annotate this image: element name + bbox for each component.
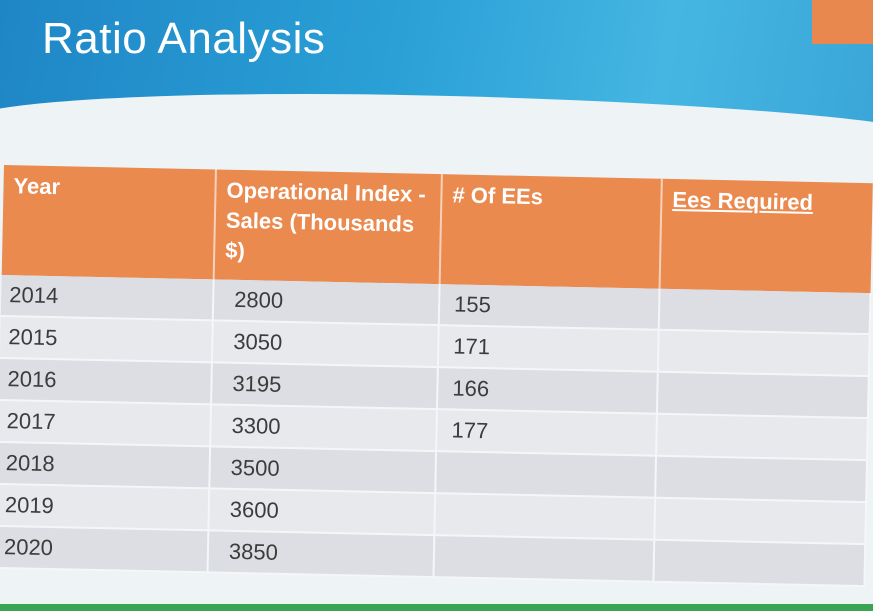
cell-year: 2015 — [0, 315, 213, 363]
cell-ees: 177 — [436, 409, 657, 456]
cell-ees: 171 — [437, 325, 659, 372]
orange-accent-box — [812, 0, 873, 44]
cell-sales: 2800 — [212, 279, 440, 326]
cell-ees: 166 — [436, 367, 658, 414]
cell-ees-required — [658, 288, 871, 335]
cell-sales: 3500 — [209, 446, 437, 494]
cell-year: 2017 — [0, 399, 212, 447]
cell-ees: 155 — [438, 284, 660, 330]
ratio-table-container: Year Operational Index - Sales (Thousand… — [0, 165, 873, 587]
cell-ees-required — [655, 455, 868, 503]
cell-ees-required — [654, 497, 867, 545]
cell-ees — [433, 535, 655, 582]
cell-sales: 3850 — [207, 530, 435, 578]
cell-ees-required — [656, 413, 868, 461]
cell-sales: 3300 — [210, 404, 437, 452]
cell-sales: 3050 — [211, 320, 439, 368]
cell-ees-required — [653, 539, 866, 587]
slide-title: Ratio Analysis — [42, 14, 326, 63]
header-operational-index: Operational Index - Sales (Thousands $) — [213, 169, 442, 285]
header-num-ees: # Of EEs — [439, 174, 662, 289]
cell-ees — [434, 493, 656, 540]
ratio-table: Year Operational Index - Sales (Thousand… — [0, 165, 873, 587]
cell-sales: 3600 — [208, 488, 436, 536]
cell-ees-required — [656, 371, 869, 419]
cell-year: 2016 — [0, 357, 212, 405]
cell-ees — [435, 451, 657, 498]
table-header-row: Year Operational Index - Sales (Thousand… — [1, 165, 873, 294]
cell-year: 2019 — [0, 483, 210, 531]
cell-year: 2020 — [0, 525, 209, 573]
cell-ees-required — [657, 329, 870, 377]
bottom-accent-line — [0, 604, 873, 611]
cell-year: 2018 — [0, 441, 211, 489]
cell-year: 2014 — [0, 274, 214, 321]
header-year: Year — [1, 165, 216, 280]
cell-sales: 3195 — [211, 362, 438, 410]
header-ees-required: Ees Required — [659, 178, 873, 294]
